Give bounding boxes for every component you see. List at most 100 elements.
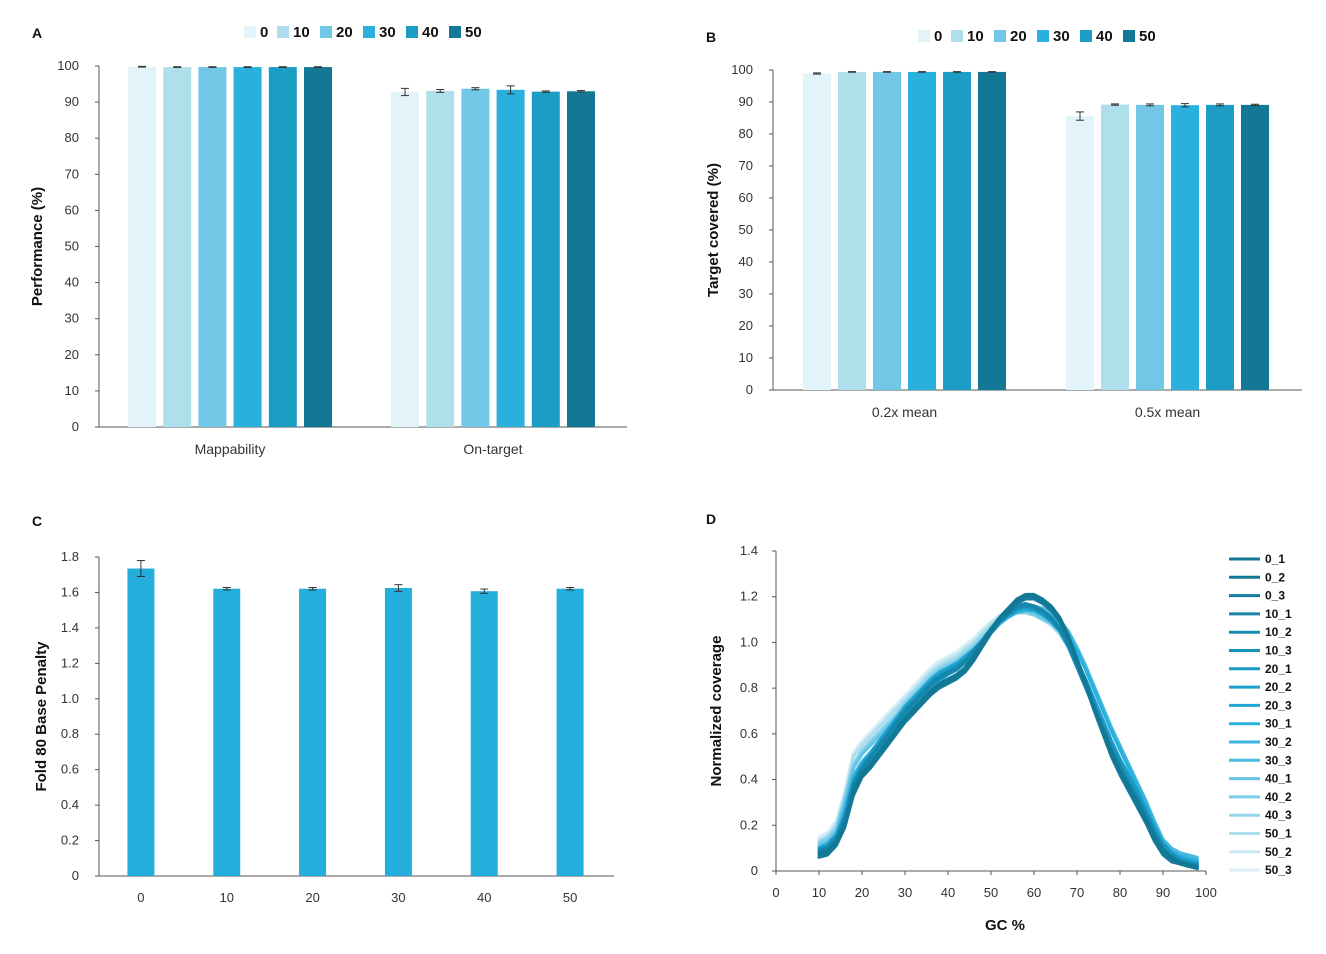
panel-b-legend-swatch xyxy=(1123,30,1135,42)
panel-label-a: A xyxy=(32,25,42,41)
panel-c-y-tick-label: 0.2 xyxy=(61,833,79,848)
panel-c-y-tick-label: 1.0 xyxy=(61,691,79,706)
panel-c-y-tick-label: 0 xyxy=(72,868,79,883)
panel-c-y-tick-label: 0.6 xyxy=(61,762,79,777)
panel-a-y-tick-label: 70 xyxy=(65,166,79,181)
panel-d-y-tick-label: 0.2 xyxy=(740,817,758,832)
panel-a-y-tick-label: 20 xyxy=(65,347,79,362)
panel-c-y-tick-label: 1.8 xyxy=(61,549,79,564)
panel-b-legend-label: 50 xyxy=(1139,28,1156,45)
panel-d-legend-label: 10_2 xyxy=(1265,625,1292,639)
panel-a-bar xyxy=(128,66,156,428)
panel-a-y-tick-label: 30 xyxy=(65,311,79,326)
panel-c-bar xyxy=(470,591,498,876)
panel-b-bar xyxy=(1206,104,1234,390)
panel-b-y-tick-label: 70 xyxy=(739,158,753,173)
panel-d-x-tick-label: 90 xyxy=(1156,885,1170,900)
panel-a-y-tick-label: 60 xyxy=(65,202,79,217)
panel-a-bar xyxy=(567,91,595,428)
panel-d-y-tick-label: 1.2 xyxy=(740,589,758,604)
panel-d-legend-label: 0_3 xyxy=(1265,589,1285,603)
panel-a-y-axis-title: Performance (%) xyxy=(29,187,46,306)
panel-a-y-tick-label: 0 xyxy=(72,419,79,434)
panel-d-y-tick-label: 0.4 xyxy=(740,772,758,787)
panel-b-y-tick-label: 80 xyxy=(739,126,753,141)
panel-a-legend-label: 30 xyxy=(379,24,396,41)
panel-d-chart: 0 0.2 0.4 0.6 0.8 1.0 1.2 1.4 0 10 20 30 40 50 60 70 80 9… xyxy=(708,543,1292,934)
panel-d-line-0-1 xyxy=(817,595,1199,868)
panel-c-category-label: 40 xyxy=(477,890,491,905)
panel-b-bar xyxy=(1241,104,1269,390)
panel-a-bar xyxy=(198,67,227,427)
panel-label-b: B xyxy=(706,29,716,45)
panel-c-category-label: 10 xyxy=(220,890,234,905)
panel-a-bar xyxy=(268,67,297,427)
panel-d-legend-label: 40_2 xyxy=(1265,790,1292,804)
panel-b-y-tick-label: 30 xyxy=(739,286,753,301)
panel-d-legend-label: 0_2 xyxy=(1265,570,1285,584)
panel-d-x-tick-label: 80 xyxy=(1113,885,1127,900)
panel-b-legend-label: 30 xyxy=(1053,28,1070,45)
panel-a-bar xyxy=(531,91,560,428)
panel-c-y-tick-label: 1.6 xyxy=(61,584,79,599)
panel-d-legend-label: 20_2 xyxy=(1265,680,1292,694)
panel-a-y-tick-label: 10 xyxy=(65,383,79,398)
panel-a-y-tick-label: 40 xyxy=(65,275,79,290)
panel-a-legend-swatch xyxy=(449,26,461,38)
panel-d-y-tick-label: 0.8 xyxy=(740,680,758,695)
panel-b-legend-swatch xyxy=(1037,30,1049,42)
panel-d-legend-label: 50_3 xyxy=(1265,863,1292,877)
panel-b-y-axis-title: Target covered (%) xyxy=(705,163,722,297)
panel-c-category-label: 20 xyxy=(305,890,319,905)
panel-a-legend-swatch xyxy=(363,26,375,38)
panel-a-bar xyxy=(163,67,192,427)
panel-a-category-label: Mappability xyxy=(195,441,266,457)
panel-d-y-axis-title: Normalized coverage xyxy=(708,636,725,787)
panel-b-bar xyxy=(1101,104,1129,390)
panel-a-y-tick-label: 90 xyxy=(65,94,79,109)
panel-d-legend-label: 50_2 xyxy=(1265,845,1292,859)
panel-d-x-tick-label: 40 xyxy=(941,885,955,900)
panel-d-x-tick-label: 0 xyxy=(772,885,779,900)
panel-a-bar xyxy=(391,91,419,427)
panel-b-y-tick-label: 10 xyxy=(739,350,753,365)
panel-a-bar xyxy=(461,88,490,428)
panel-a-legend-swatch xyxy=(406,26,418,38)
panel-a-bar xyxy=(496,89,525,428)
panel-c-category-label: 50 xyxy=(563,890,577,905)
panel-b-bar xyxy=(1136,104,1164,390)
panel-b-bar xyxy=(943,71,971,391)
panel-a-legend-label: 10 xyxy=(293,24,310,41)
panel-d-x-tick-label: 10 xyxy=(812,885,826,900)
panel-a-legend-label: 0 xyxy=(260,24,268,41)
panel-a-bar xyxy=(426,90,455,427)
panel-d-y-tick-label: 0 xyxy=(751,863,758,878)
panel-a-y-tick-label: 100 xyxy=(57,58,79,73)
panel-d-legend-label: 30_3 xyxy=(1265,753,1292,767)
panel-b-bar xyxy=(1171,105,1199,390)
panel-c-y-tick-label: 0.4 xyxy=(61,797,79,812)
panel-d-y-tick-label: 1.0 xyxy=(740,634,758,649)
panel-c-bar xyxy=(299,588,327,876)
panel-a-category-label: On-target xyxy=(463,441,522,457)
panel-b-bar xyxy=(838,71,866,391)
panel-b-legend-swatch xyxy=(951,30,963,42)
panel-c-chart: 0 0.2 0.4 0.6 0.8 1.0 1.2 1.4 1.6 1.8 Fold 80 Base… xyxy=(33,549,614,905)
panel-d-x-tick-label: 70 xyxy=(1070,885,1084,900)
panel-a-legend-swatch xyxy=(320,26,332,38)
panel-c-y-tick-label: 1.4 xyxy=(61,620,79,635)
panel-b-legend-label: 10 xyxy=(967,28,984,45)
panel-d-x-axis-title: GC % xyxy=(985,917,1025,934)
panel-a-legend-label: 40 xyxy=(422,24,439,41)
panel-a-y-tick-label: 50 xyxy=(65,239,79,254)
panel-b-bar xyxy=(873,71,901,391)
panel-b-legend-swatch xyxy=(918,30,930,42)
panel-b-legend-label: 0 xyxy=(934,28,942,45)
panel-b-legend-label: 20 xyxy=(1010,28,1027,45)
panel-a-legend-label: 20 xyxy=(336,24,353,41)
panel-d-x-tick-label: 60 xyxy=(1027,885,1041,900)
panel-c-bar xyxy=(556,588,584,876)
panel-label-d: D xyxy=(706,511,716,527)
panel-b-bar xyxy=(978,71,1006,391)
